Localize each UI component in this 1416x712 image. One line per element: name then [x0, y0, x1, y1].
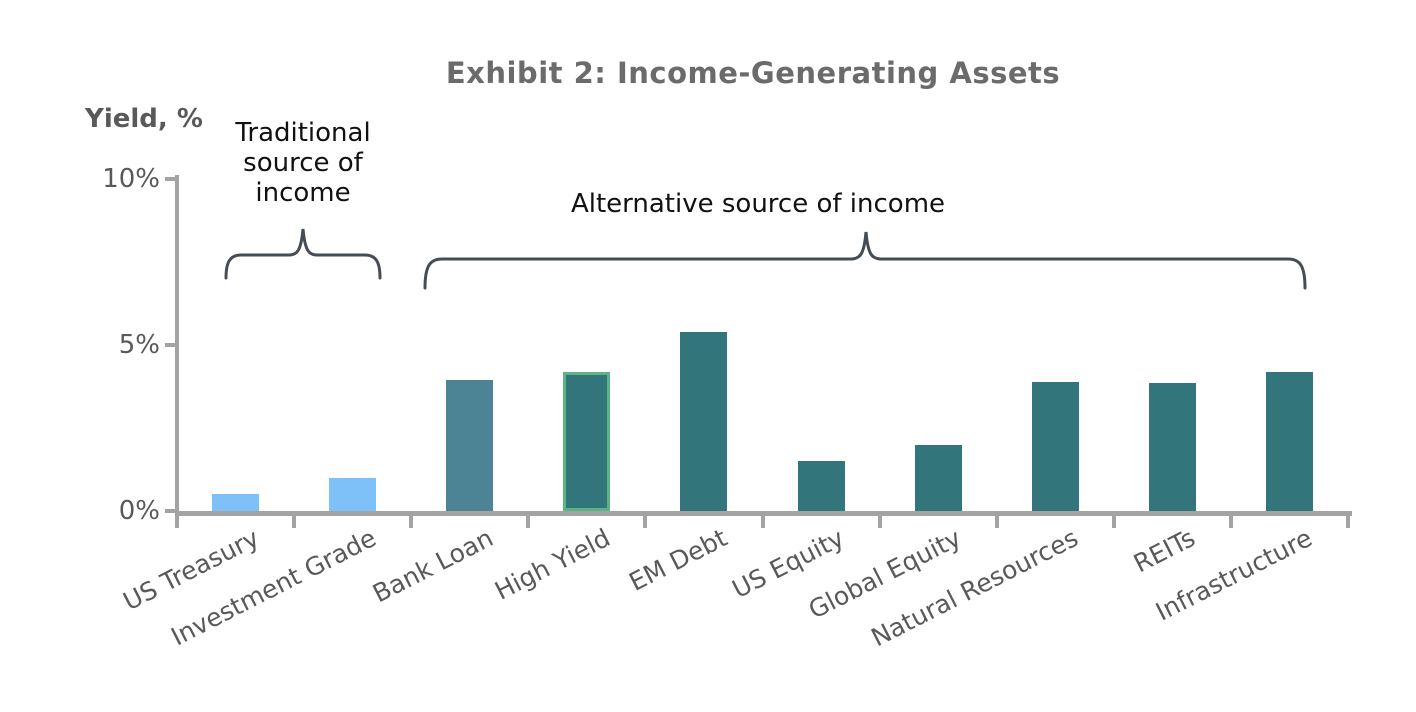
bar-em-debt — [680, 332, 727, 511]
y-tick-label: 10% — [102, 164, 160, 194]
y-tick-label: 0% — [118, 496, 160, 526]
bar-investment-grade — [329, 478, 376, 511]
y-axis-line — [175, 175, 179, 511]
bar-reits — [1149, 383, 1196, 511]
x-tick-mark — [175, 516, 179, 528]
alternative-brace-path — [423, 231, 1307, 290]
traditional-brace-icon — [224, 228, 382, 280]
bar-infrastructure — [1266, 372, 1313, 511]
bar-natural-resources — [1032, 382, 1079, 511]
bar-us-equity — [798, 461, 845, 511]
x-tick-mark — [292, 516, 296, 528]
alternative-group-label: Alternative source of income — [570, 189, 946, 219]
x-tick-mark — [1346, 516, 1350, 528]
x-tick-mark — [526, 516, 530, 528]
x-tick-mark — [1112, 516, 1116, 528]
traditional-group-label: Traditional source of income — [235, 118, 371, 208]
bar-bank-loan — [446, 380, 493, 511]
y-tick-mark — [165, 343, 177, 347]
bar-us-treasury — [212, 494, 259, 511]
traditional-brace-path — [224, 228, 382, 280]
y-tick-label: 5% — [118, 330, 160, 360]
x-tick-mark — [1229, 516, 1233, 528]
y-axis-title: Yield, % — [85, 104, 203, 134]
alternative-brace-icon — [423, 231, 1307, 290]
x-tick-mark — [409, 516, 413, 528]
x-tick-mark — [878, 516, 882, 528]
x-axis-line — [175, 511, 1352, 516]
y-tick-mark — [165, 509, 177, 513]
bar-high-yield — [563, 372, 610, 511]
bar-global-equity — [915, 445, 962, 511]
x-tick-mark — [643, 516, 647, 528]
x-tick-mark — [995, 516, 999, 528]
y-tick-mark — [165, 177, 177, 181]
chart-title: Exhibit 2: Income-Generating Assets — [445, 56, 1061, 90]
x-tick-mark — [761, 516, 765, 528]
